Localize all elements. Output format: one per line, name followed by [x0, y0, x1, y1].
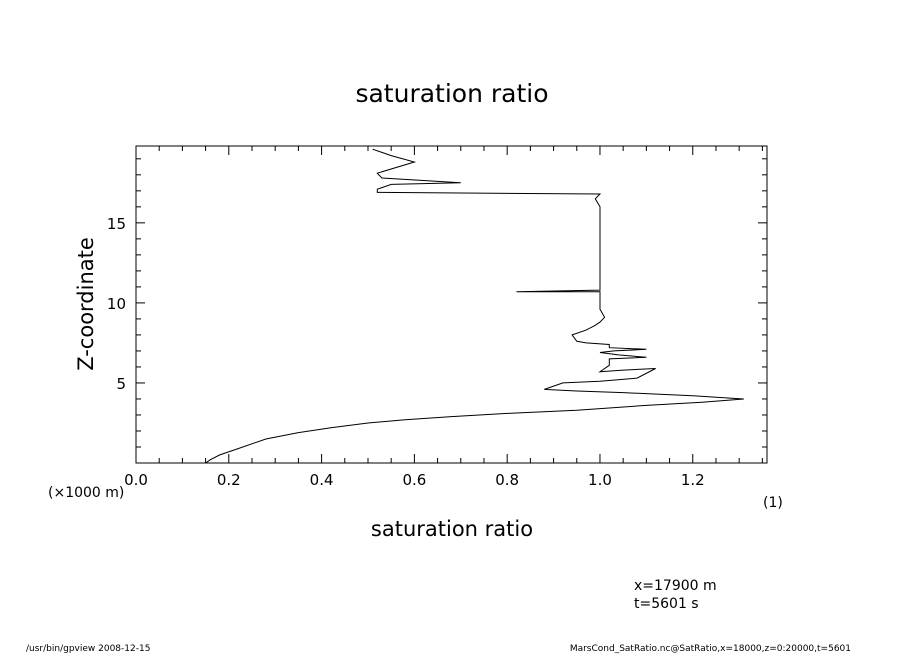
y-tick-label: 5 — [116, 375, 126, 393]
x-tick-label: 0.8 — [495, 471, 519, 489]
x-tick-labels: 0.0 0.2 0.4 0.6 0.8 1.0 1.2 — [124, 471, 705, 489]
x-axis-unit: (1) — [763, 495, 783, 511]
footer-left: /usr/bin/gpview 2008-12-15 — [26, 644, 150, 654]
x-tick-label: 0.0 — [124, 471, 148, 489]
y-tick-labels: 5 10 15 — [107, 215, 126, 393]
plot-frame — [135, 145, 768, 464]
y-tick-label: 15 — [107, 215, 126, 233]
axis-ticks — [135, 146, 767, 463]
x-axis-label: saturation ratio — [371, 517, 533, 541]
footer-right: MarsCond_SatRatio.nc@SatRatio,x=18000,z=… — [570, 644, 851, 654]
x-tick-label: 0.4 — [310, 471, 334, 489]
x-tick-label: 1.2 — [681, 471, 705, 489]
x-tick-label: 1.0 — [588, 471, 612, 489]
y-tick-label: 10 — [107, 295, 126, 313]
annotation-x: x=17900 m — [634, 578, 717, 594]
chart-title: saturation ratio — [355, 79, 548, 108]
y-axis-unit: (×1000 m) — [48, 485, 124, 501]
x-tick-label: 0.6 — [402, 471, 426, 489]
y-axis-label: Z-coordinate — [74, 237, 98, 371]
series-line — [205, 148, 744, 464]
x-tick-label: 0.2 — [217, 471, 241, 489]
annotation-t: t=5601 s — [634, 596, 699, 612]
